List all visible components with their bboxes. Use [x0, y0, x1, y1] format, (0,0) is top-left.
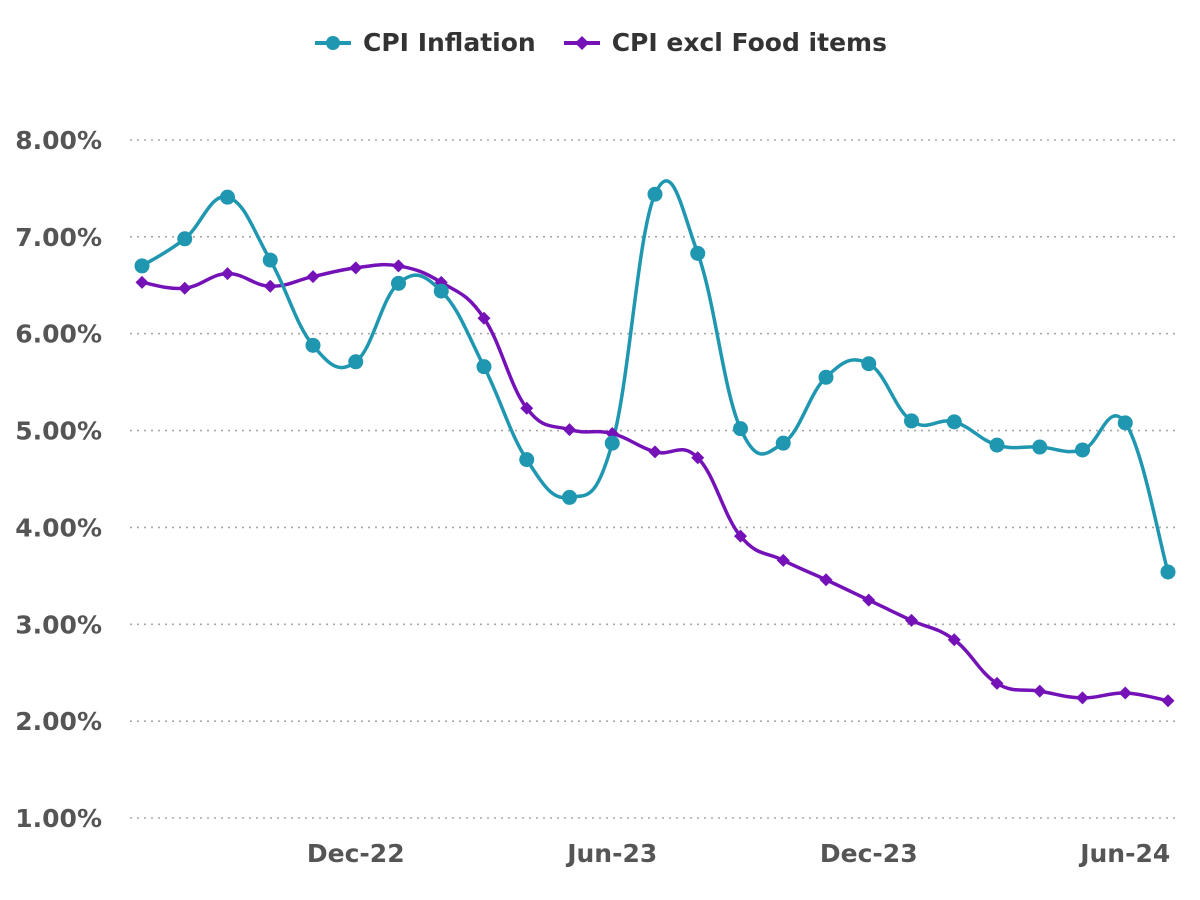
data-point-cpi-inflation — [220, 189, 235, 205]
data-point-cpi-excl-food — [734, 529, 747, 543]
legend-item-cpi-inflation[interactable]: CPI Inflation — [313, 28, 536, 57]
data-point-cpi-excl-food — [819, 573, 833, 587]
data-point-cpi-inflation — [177, 231, 193, 247]
data-point-cpi-excl-food — [990, 676, 1004, 690]
data-point-cpi-excl-food — [1033, 684, 1047, 698]
legend: CPI Inflation CPI excl Food items — [0, 28, 1200, 57]
legend-item-cpi-excl-food[interactable]: CPI excl Food items — [562, 28, 887, 57]
data-point-cpi-inflation — [946, 414, 962, 430]
data-point-cpi-inflation — [305, 337, 321, 353]
data-point-cpi-inflation — [262, 252, 278, 268]
data-point-cpi-inflation — [690, 245, 706, 261]
data-point-cpi-excl-food — [862, 593, 876, 607]
data-point-cpi-inflation — [818, 369, 834, 385]
data-point-cpi-inflation — [775, 435, 791, 451]
data-point-cpi-excl-food — [520, 401, 534, 415]
data-point-cpi-inflation — [1117, 415, 1133, 431]
series-line-cpi-inflation — [140, 179, 1170, 574]
data-point-cpi-inflation — [348, 354, 364, 370]
data-point-cpi-excl-food — [947, 633, 961, 647]
y-tick-label: 2.00% — [15, 707, 102, 736]
data-point-cpi-inflation — [1032, 439, 1048, 455]
data-point-cpi-inflation — [904, 413, 919, 429]
data-point-cpi-inflation — [861, 356, 877, 372]
y-tick-label: 6.00% — [15, 320, 102, 349]
series-line-cpi-excl-food — [140, 262, 1170, 703]
data-point-cpi-excl-food — [1118, 686, 1132, 700]
y-tick-label: 5.00% — [15, 417, 102, 446]
data-point-cpi-inflation — [519, 452, 535, 468]
data-point-cpi-inflation — [733, 421, 748, 437]
data-point-cpi-excl-food — [1076, 691, 1089, 705]
data-point-cpi-excl-food — [263, 279, 277, 293]
data-point-cpi-inflation — [562, 489, 577, 505]
data-point-cpi-inflation — [134, 258, 150, 274]
data-point-cpi-inflation — [391, 275, 406, 291]
data-point-cpi-excl-food — [392, 259, 405, 273]
legend-swatch-cpi-excl-food-icon — [563, 35, 600, 50]
data-point-cpi-inflation — [476, 359, 492, 375]
legend-swatch-cpi-inflation-icon — [315, 35, 352, 50]
data-point-cpi-inflation — [647, 186, 663, 202]
x-tick-label: Dec-22 — [307, 839, 405, 868]
y-tick-label: 1.00% — [15, 804, 102, 833]
data-point-cpi-excl-food — [306, 270, 320, 284]
data-point-cpi-excl-food — [1161, 694, 1175, 708]
data-point-cpi-excl-food — [776, 553, 790, 567]
legend-label-cpi-inflation: CPI Inflation — [363, 28, 536, 57]
y-tick-label: 3.00% — [15, 610, 102, 639]
x-tick-label: Dec-23 — [820, 839, 918, 868]
data-point-cpi-inflation — [433, 283, 449, 299]
y-tick-label: 7.00% — [15, 223, 102, 252]
data-point-cpi-excl-food — [221, 267, 234, 281]
data-point-cpi-excl-food — [477, 311, 491, 325]
data-point-cpi-excl-food — [691, 451, 705, 465]
data-point-cpi-inflation — [1075, 442, 1090, 458]
data-point-cpi-inflation — [1160, 564, 1176, 580]
data-point-cpi-excl-food — [178, 281, 192, 295]
x-tick-label: Jun-23 — [565, 839, 657, 868]
data-point-cpi-excl-food — [905, 613, 918, 627]
x-tick-label: Jun-24 — [1078, 839, 1170, 868]
y-tick-label: 8.00% — [15, 126, 102, 155]
legend-label-cpi-excl-food: CPI excl Food items — [611, 28, 887, 57]
data-point-cpi-inflation — [604, 435, 620, 451]
data-point-cpi-excl-food — [648, 445, 662, 459]
data-point-cpi-inflation — [989, 437, 1005, 453]
y-tick-label: 4.00% — [15, 513, 102, 542]
data-point-cpi-excl-food — [563, 423, 576, 437]
data-point-cpi-excl-food — [135, 275, 149, 289]
data-point-cpi-excl-food — [349, 261, 363, 275]
